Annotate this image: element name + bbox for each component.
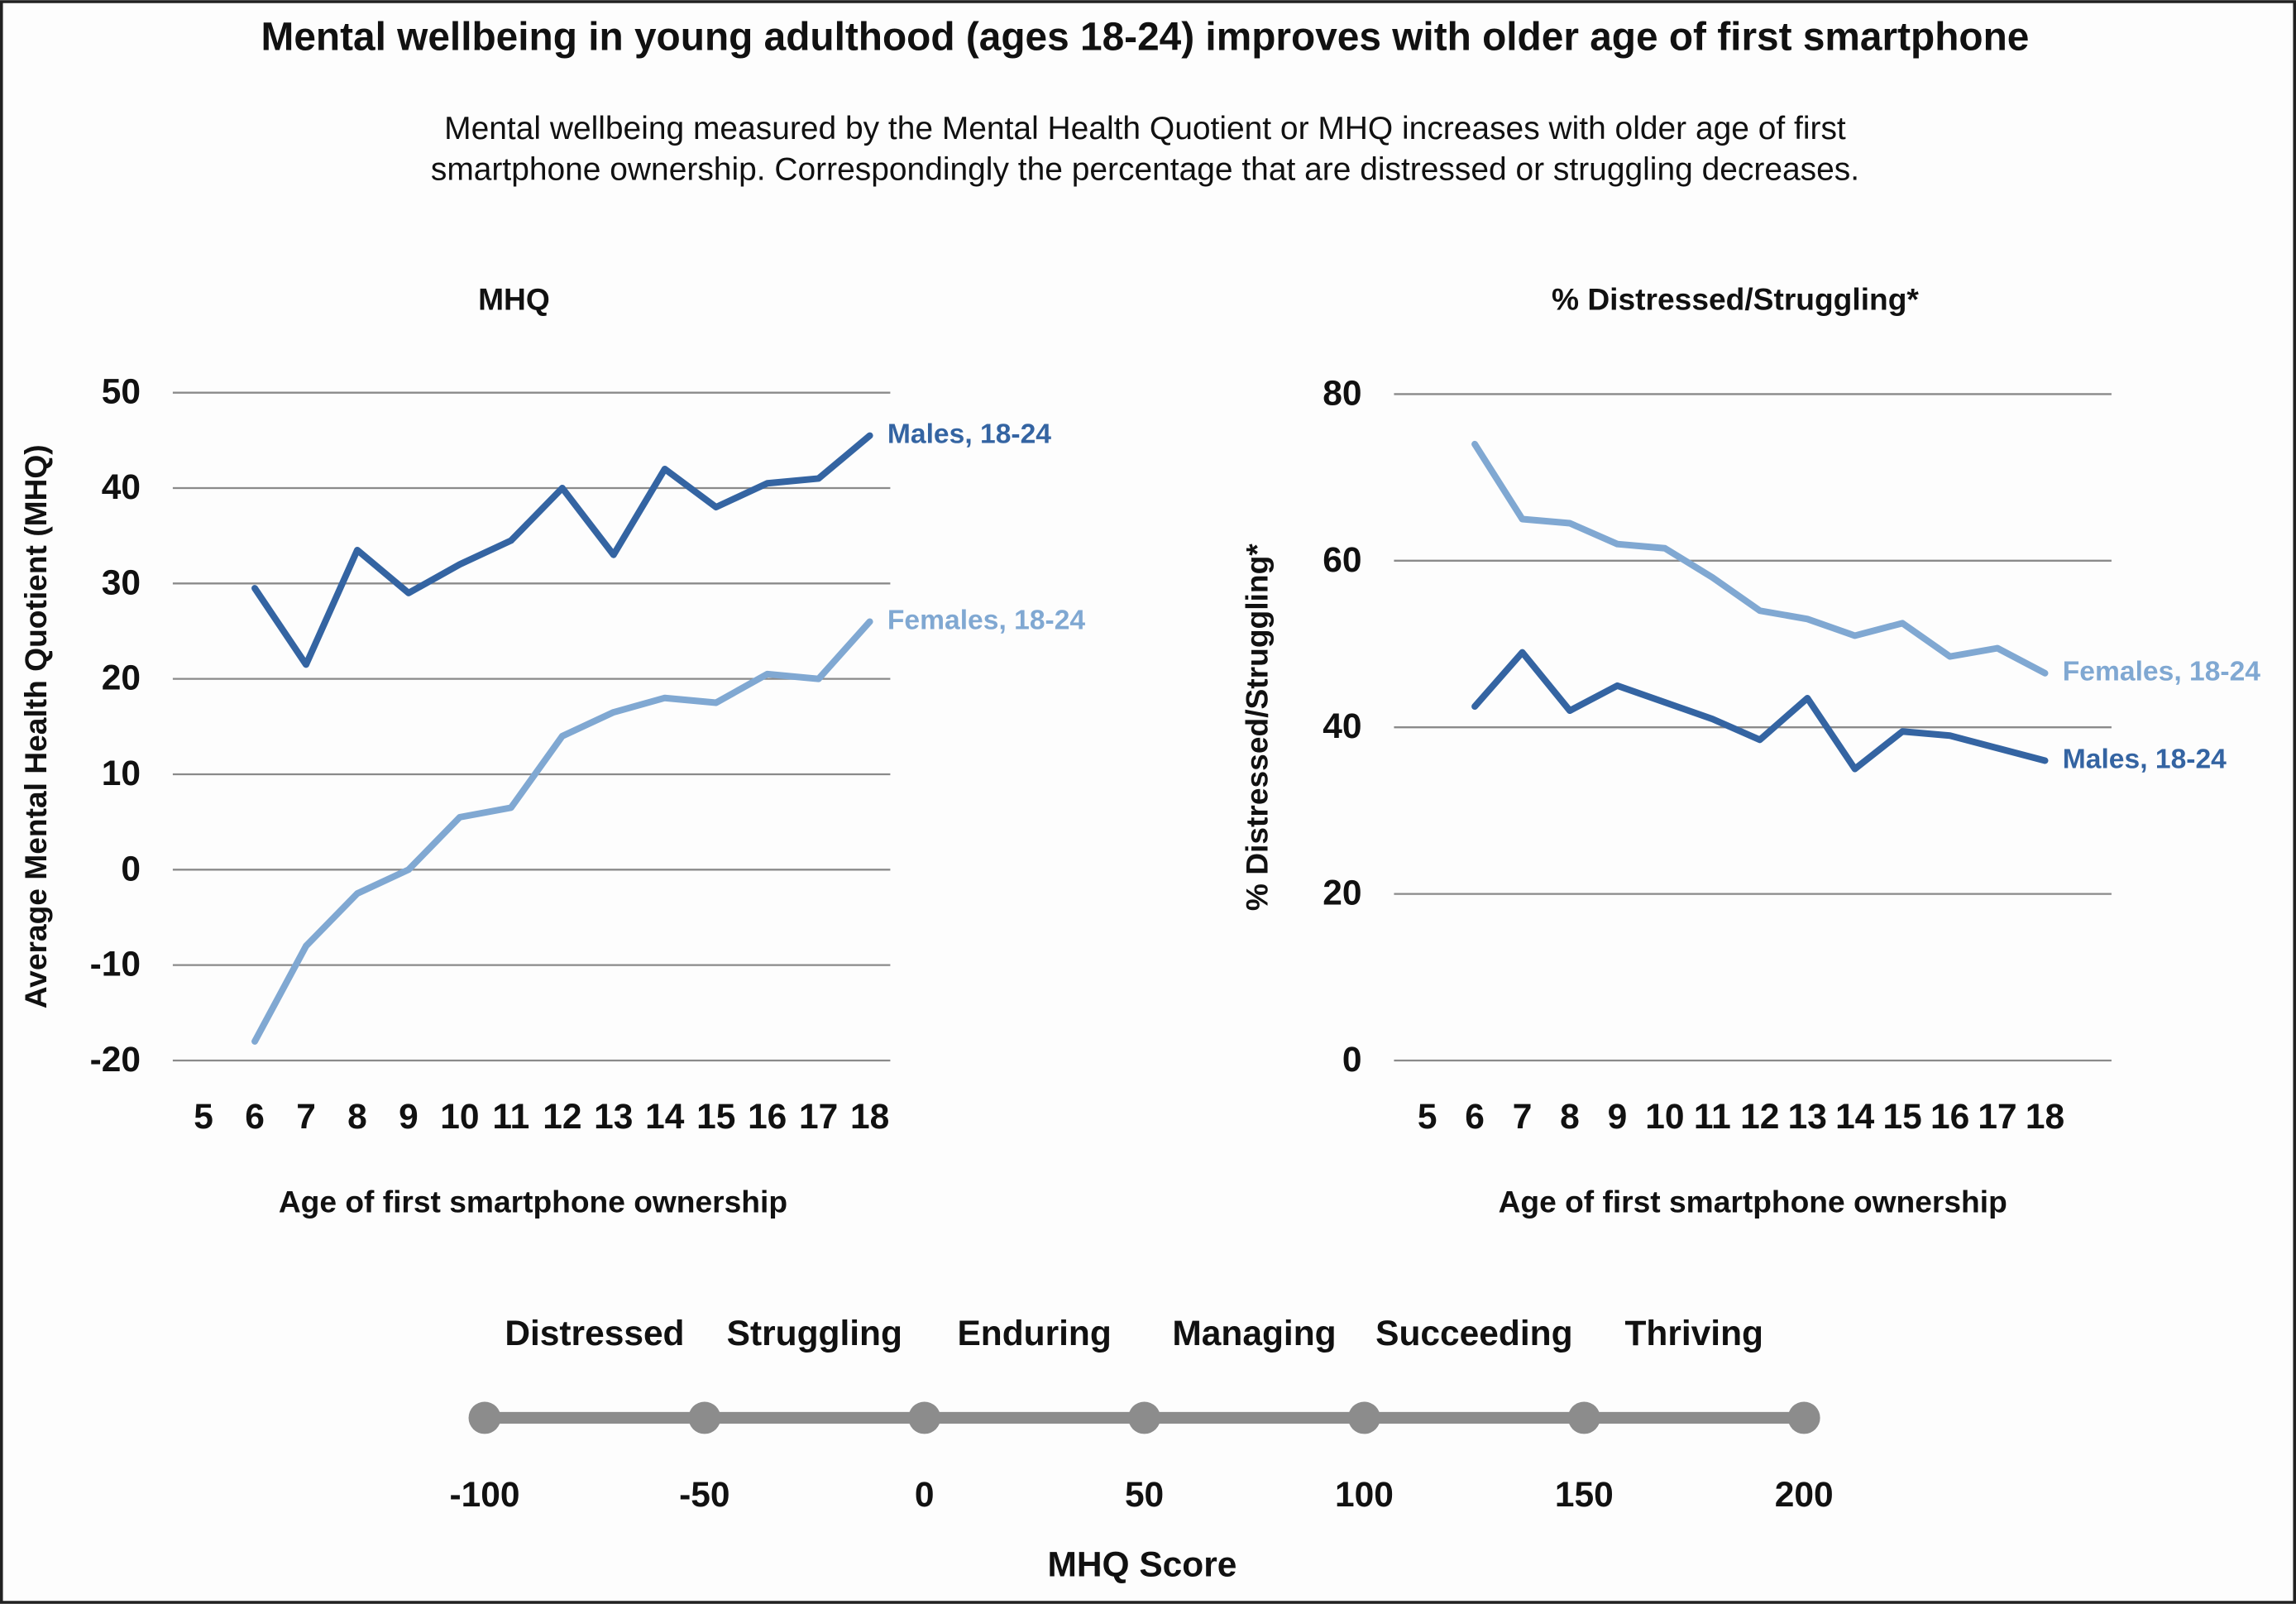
x-tick-label: 6 [1465, 1098, 1485, 1137]
scale-category: Distressed [505, 1314, 684, 1353]
y-tick-label: 10 [102, 754, 141, 793]
y-tick-label: -20 [90, 1041, 141, 1080]
y-axis-label: % Distressed/Struggling* [1239, 543, 1274, 911]
x-tick-label: 9 [399, 1098, 419, 1137]
x-tick-label: 17 [1978, 1098, 2016, 1137]
x-tick-label: 10 [1645, 1098, 1684, 1137]
x-tick-label: 7 [1513, 1098, 1533, 1137]
x-tick-label: 13 [1788, 1098, 1827, 1137]
scale-title: MHQ Score [1047, 1546, 1236, 1585]
scale-category: Succeeding [1375, 1314, 1572, 1353]
x-tick-label: 10 [440, 1098, 479, 1137]
series-line [251, 618, 873, 1045]
x-tick-label: 15 [696, 1098, 735, 1137]
x-tick-label: 7 [296, 1098, 316, 1137]
scale-tick-label: 100 [1335, 1476, 1394, 1515]
x-tick-label: 5 [194, 1098, 213, 1137]
y-tick-label: 40 [1323, 707, 1361, 746]
y-tick-label: -10 [90, 946, 141, 984]
x-tick-label: 12 [543, 1098, 581, 1137]
y-tick-label: 20 [102, 659, 141, 698]
scale-dot [688, 1401, 721, 1434]
x-tick-label: 14 [1835, 1098, 1875, 1137]
y-tick-label: 80 [1323, 374, 1361, 413]
x-tick-label: 16 [748, 1098, 787, 1137]
series-label: Females, 18-24 [887, 605, 1086, 635]
x-tick-label: 15 [1883, 1098, 1922, 1137]
scale-category: Managing [1172, 1314, 1336, 1353]
scale-tick-label: 200 [1775, 1476, 1834, 1515]
x-axis-label: Age of first smartphone ownership [1499, 1184, 2007, 1219]
series-label: Females, 18-24 [2063, 657, 2261, 687]
x-tick-label: 18 [2026, 1098, 2064, 1137]
x-tick-label: 5 [1418, 1098, 1437, 1137]
x-tick-label: 8 [1560, 1098, 1580, 1137]
scale-category: Struggling [727, 1314, 902, 1353]
subtitle: Mental wellbeing measured by the Mental … [444, 111, 1846, 146]
series-label: Males, 18-24 [2063, 744, 2227, 774]
x-tick-label: 17 [799, 1098, 838, 1137]
x-axis-label: Age of first smartphone ownership [279, 1184, 787, 1219]
scale-dot [1128, 1401, 1161, 1434]
chart-title: % Distressed/Struggling* [1552, 282, 1919, 317]
y-tick-label: 0 [1342, 1041, 1362, 1080]
scale-category: Enduring [957, 1314, 1111, 1353]
y-tick-label: 30 [102, 563, 141, 602]
y-axis-label: Average Mental Health Quotient (MHQ) [18, 444, 53, 1008]
series-label: Males, 18-24 [887, 419, 1051, 449]
x-tick-label: 18 [850, 1098, 889, 1137]
y-tick-label: 0 [121, 850, 141, 888]
y-tick-label: 20 [1323, 874, 1361, 913]
scale-tick-label: 0 [915, 1476, 935, 1515]
series-line [251, 432, 873, 668]
scale-dot [468, 1401, 501, 1434]
page-title: Mental wellbeing in young adulthood (age… [261, 16, 2030, 60]
scale-dot [1567, 1401, 1600, 1434]
y-tick-label: 60 [1323, 541, 1361, 580]
scale-tick-label: -50 [679, 1476, 729, 1515]
x-tick-label: 11 [492, 1098, 529, 1137]
y-tick-label: 50 [102, 373, 141, 412]
x-tick-label: 12 [1740, 1098, 1779, 1137]
subtitle: smartphone ownership. Correspondingly th… [431, 152, 1859, 188]
scale-dot [1787, 1401, 1820, 1434]
scale-tick-label: 50 [1125, 1476, 1164, 1515]
series-line [1471, 440, 2049, 677]
x-tick-label: 13 [594, 1098, 633, 1137]
x-tick-label: 8 [347, 1098, 367, 1137]
x-tick-label: 9 [1608, 1098, 1628, 1137]
x-tick-label: 6 [245, 1098, 265, 1137]
scale-tick-label: 150 [1555, 1476, 1614, 1515]
y-tick-label: 40 [102, 468, 141, 507]
scale-category: Thriving [1624, 1314, 1763, 1353]
scale-dot [908, 1401, 941, 1434]
x-tick-label: 16 [1930, 1098, 1969, 1137]
series-line [1471, 649, 2049, 773]
x-tick-label: 14 [645, 1098, 685, 1137]
x-tick-label: 11 [1694, 1098, 1731, 1137]
scale-tick-label: -100 [450, 1476, 520, 1515]
scale-dot [1347, 1401, 1380, 1434]
chart-title: MHQ [478, 282, 550, 317]
